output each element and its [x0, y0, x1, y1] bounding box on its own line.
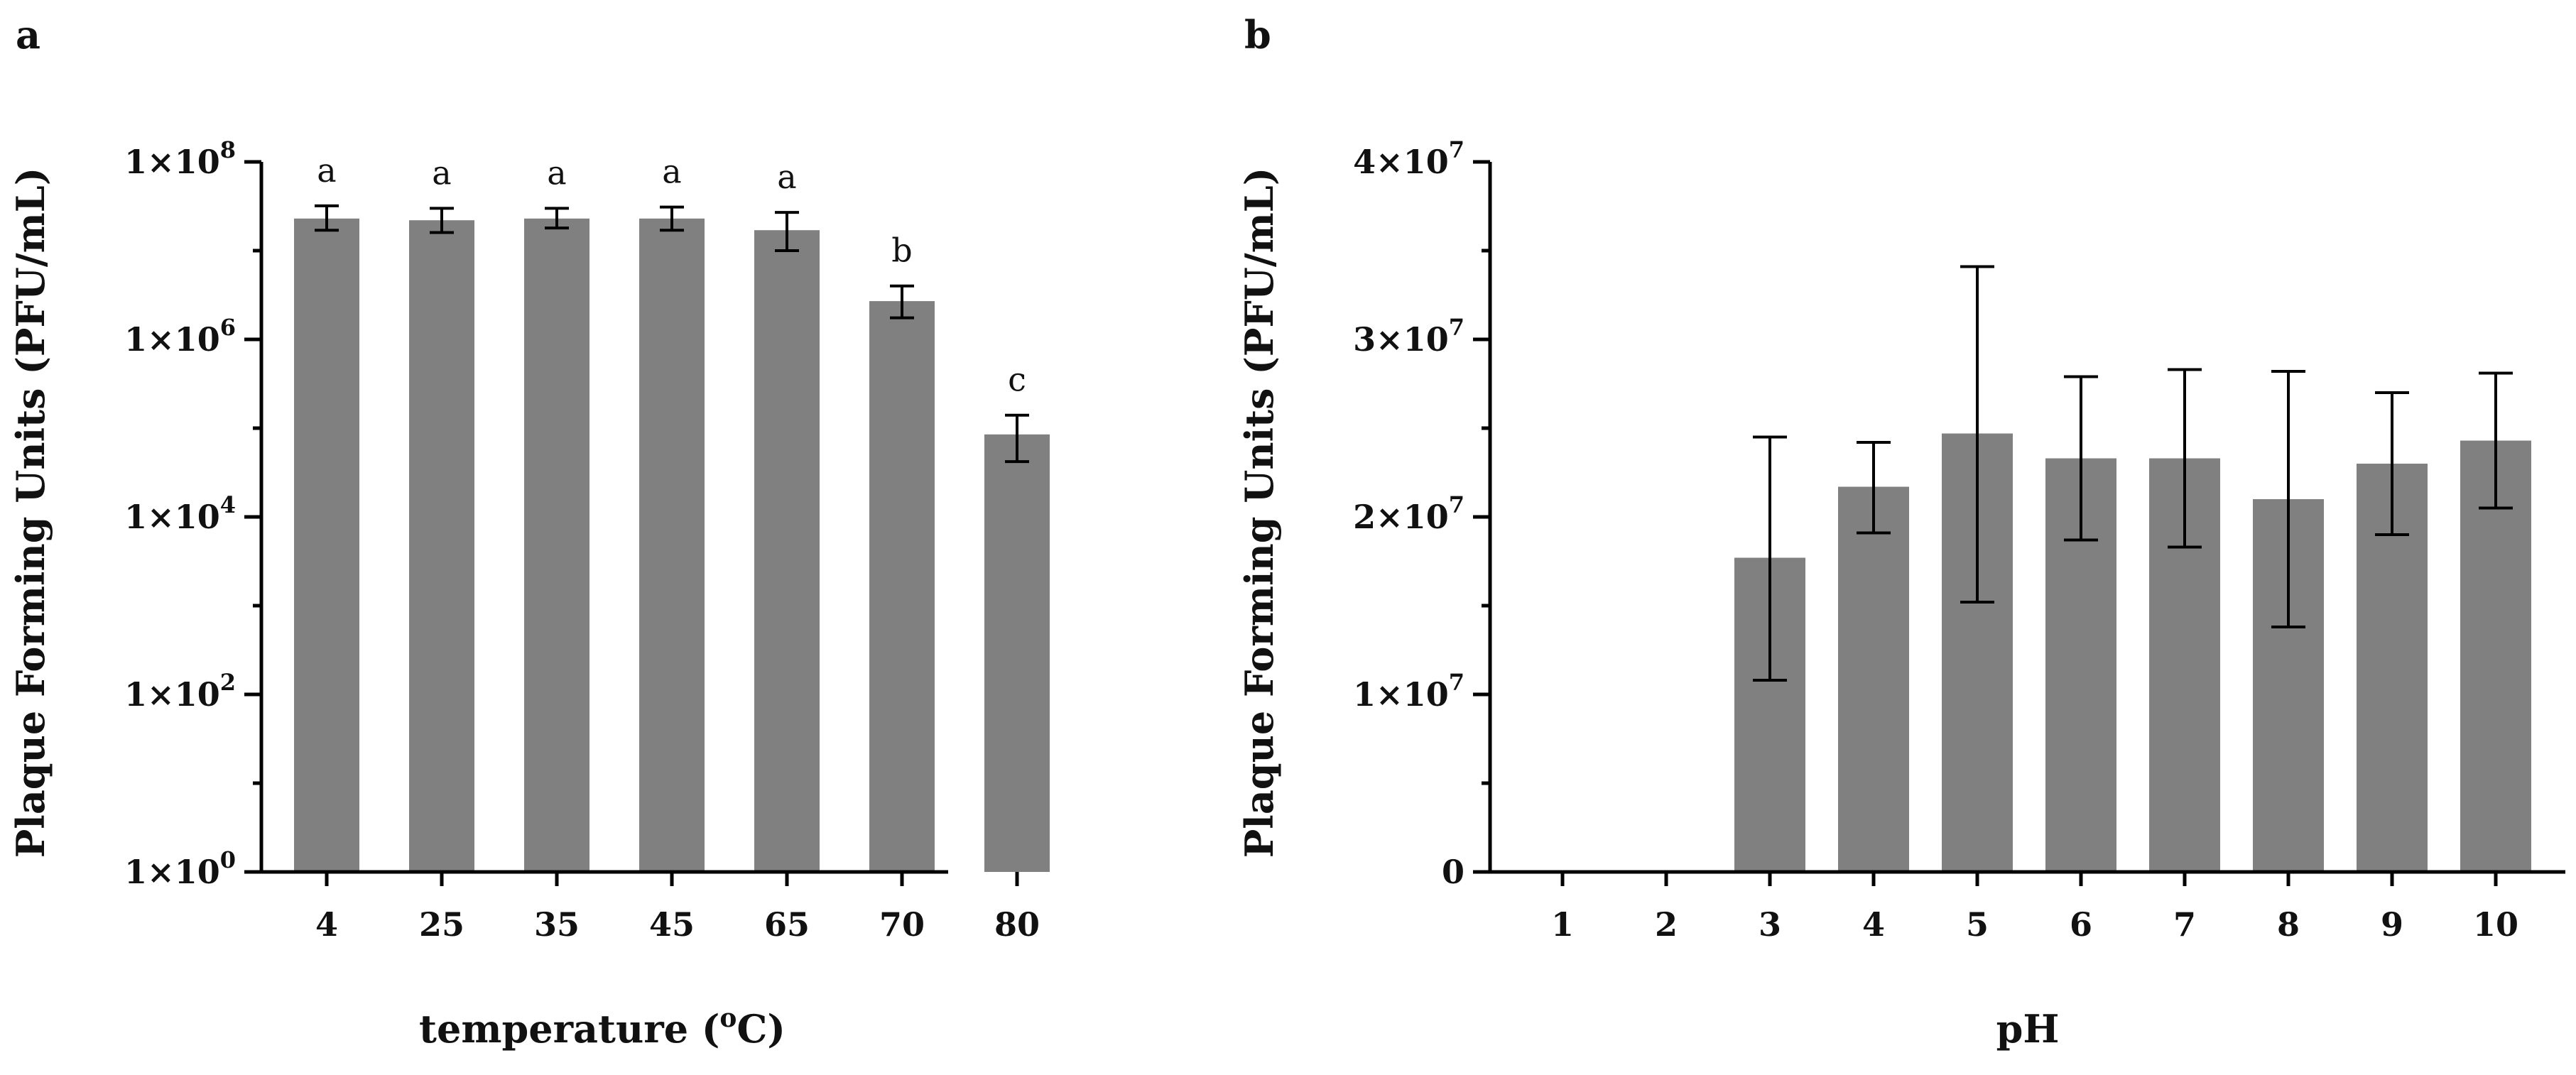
x-tick-label-3: 3 — [1759, 905, 1781, 944]
significance-label-4: a — [317, 151, 336, 190]
bar-80 — [984, 435, 1050, 872]
x-tick-label-6: 6 — [2070, 905, 2092, 944]
panel-b-letter: b — [1244, 12, 1271, 58]
significance-label-65: a — [777, 158, 796, 196]
panel-b-x-ticks: 1 2 3 4 5 6 7 8 9 10 — [1551, 872, 2518, 944]
y-tick-label: 1×107 — [1353, 669, 1464, 714]
y-tick-label: 4×107 — [1353, 136, 1464, 181]
panel-b-chart: b Plaque Forming Units (PFU/mL) pH 0 1×10… — [1237, 12, 2565, 1052]
panel-a-y-axis-title: Plaque Forming Units (PFU/mL) — [8, 168, 53, 858]
x-tick-label-5: 5 — [1966, 905, 1989, 944]
y-tick-label: 1×106 — [124, 314, 236, 359]
panel-b-y-axis-title: Plaque Forming Units (PFU/mL) — [1237, 168, 1282, 858]
x-tick-label-10: 10 — [2473, 905, 2518, 944]
panel-a-x-axis-title: temperature (oC) — [419, 1003, 786, 1052]
panel-b-x-axis-title: pH — [1996, 1006, 2060, 1052]
panel-a-letter: a — [16, 12, 40, 58]
bar-70 — [869, 301, 935, 872]
x-tick-label-25: 25 — [419, 905, 464, 944]
bar-65 — [754, 230, 820, 872]
y-tick-label: 2×107 — [1353, 491, 1464, 536]
panel-a-axes — [260, 162, 948, 873]
x-tick-label-35: 35 — [534, 905, 580, 944]
x-tick-label-80: 80 — [994, 905, 1040, 944]
x-tick-label-65: 65 — [764, 905, 810, 944]
bar-45 — [639, 219, 705, 872]
figure: a Plaque Forming Units (PFU/mL) temperat… — [0, 0, 2576, 1075]
significance-label-35: a — [547, 153, 566, 192]
significance-label-80: c — [1008, 361, 1026, 399]
x-tick-label-9: 9 — [2381, 905, 2403, 944]
bar-25 — [409, 220, 474, 872]
x-tick-label-2: 2 — [1655, 905, 1678, 944]
y-tick-label: 0 — [1442, 853, 1464, 891]
bar-4 — [294, 219, 359, 872]
panel-b-y-ticks: 0 1×107 2×107 3×107 4×107 — [1353, 136, 1490, 891]
bar-ph-4 — [1838, 487, 1909, 873]
y-tick-label: 1×104 — [124, 491, 236, 536]
x-tick-label-4: 4 — [315, 905, 338, 944]
x-tick-label-4: 4 — [1862, 905, 1885, 944]
significance-label-25: a — [432, 153, 451, 192]
significance-label-70: b — [891, 231, 912, 270]
panel-b-bars — [1734, 434, 2531, 873]
bar-35 — [524, 219, 589, 872]
x-tick-label-1: 1 — [1551, 905, 1574, 944]
panel-a-chart: a Plaque Forming Units (PFU/mL) temperat… — [8, 12, 1050, 1052]
y-tick-label: 1×108 — [124, 136, 236, 181]
panel-a-bars — [294, 219, 1050, 872]
panel-a-x-ticks: 4 25 35 45 65 70 80 — [315, 872, 1040, 944]
y-tick-label: 1×102 — [124, 669, 236, 714]
x-tick-label-7: 7 — [2173, 905, 2196, 944]
significance-label-45: a — [662, 153, 681, 191]
y-tick-label: 3×107 — [1353, 314, 1464, 359]
panel-a-y-ticks: 1×100 1×102 1×104 1×106 1×108 — [124, 136, 261, 891]
x-tick-label-70: 70 — [879, 905, 925, 944]
x-tick-label-45: 45 — [649, 905, 695, 944]
y-tick-label: 1×100 — [124, 846, 236, 891]
x-tick-label-8: 8 — [2277, 905, 2300, 944]
